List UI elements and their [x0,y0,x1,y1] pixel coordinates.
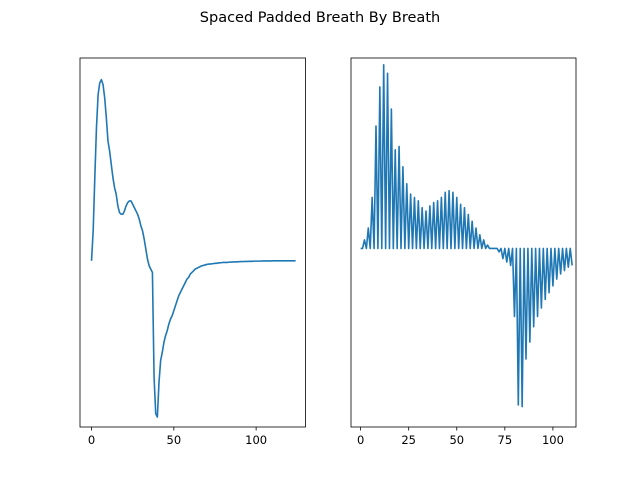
x-tick-label: 100 [542,433,564,447]
right-axes-frame [350,57,577,428]
left-axes: 0 50 100 [79,57,306,447]
series-line-spaced-padded [360,64,573,408]
figure-title: Spaced Padded Breath By Breath [200,10,440,26]
series-line-waveform [90,78,296,418]
x-tick-label: 100 [245,433,267,447]
x-tick-label: 0 [357,433,364,447]
left-axes-frame [79,57,306,428]
right-axes: 0 25 50 75 100 [350,57,577,447]
x-tick-label: 50 [449,433,464,447]
x-tick-label: 25 [401,433,416,447]
x-tick-label: 0 [88,433,95,447]
x-tick-label: 75 [498,433,513,447]
x-tick-label: 50 [167,433,182,447]
